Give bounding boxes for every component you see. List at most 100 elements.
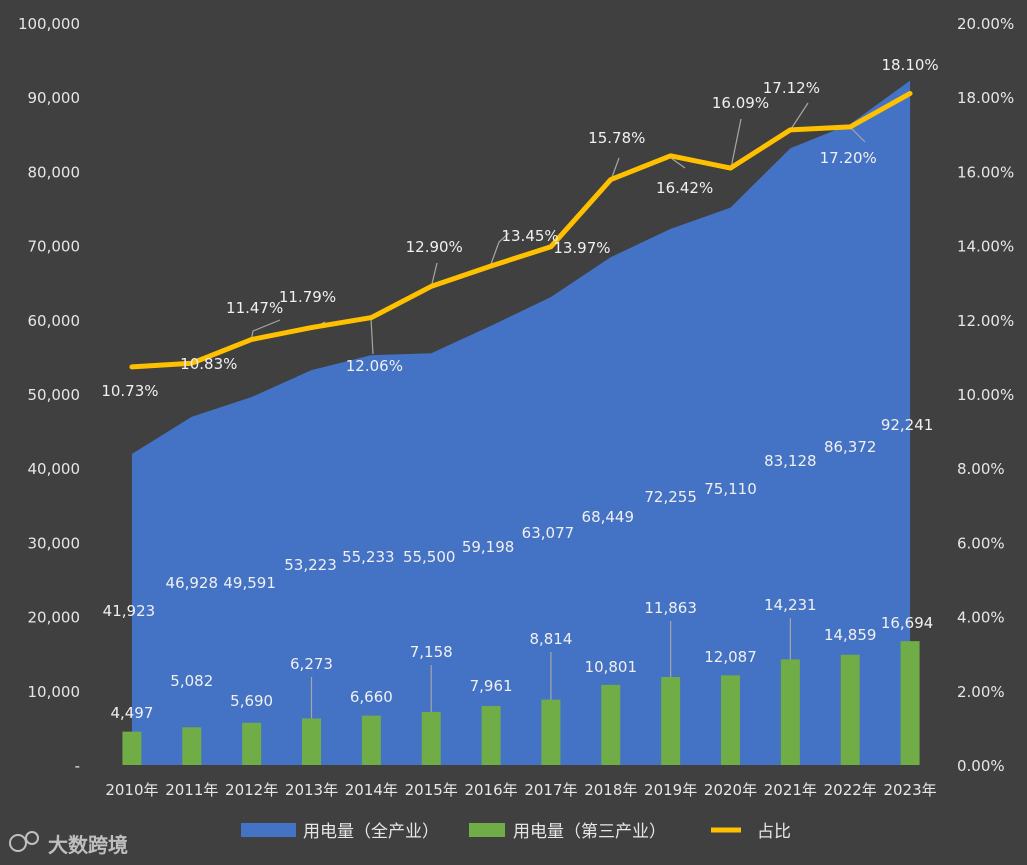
x-tick-label: 2011年 bbox=[165, 781, 218, 799]
y-left-tick-label: - bbox=[75, 757, 80, 775]
area-data-label: 59,198 bbox=[462, 538, 515, 556]
y-left-tick-label: 80,000 bbox=[28, 163, 81, 181]
area-data-label: 86,372 bbox=[824, 438, 877, 456]
x-tick-label: 2016年 bbox=[464, 781, 517, 799]
y-right-tick-label: 4.00% bbox=[957, 609, 1005, 627]
x-tick-label: 2018年 bbox=[584, 781, 637, 799]
line-label-leader-line bbox=[850, 127, 866, 143]
area-data-label: 68,449 bbox=[582, 508, 635, 526]
y-right-tick-label: 6.00% bbox=[957, 534, 1005, 552]
line-label-leader-line bbox=[670, 157, 686, 169]
bar-data-label: 10,801 bbox=[585, 658, 638, 676]
y-right-tick-label: 2.00% bbox=[957, 683, 1005, 701]
x-tick-label: 2021年 bbox=[764, 781, 817, 799]
watermark-text: 大数跨境 bbox=[48, 833, 128, 857]
line-data-label: 16.09% bbox=[712, 94, 769, 112]
x-tick-label: 2017年 bbox=[524, 781, 577, 799]
line-label-leader-line bbox=[790, 102, 809, 130]
line-label-leader-line bbox=[490, 232, 510, 265]
y-left-tick-label: 30,000 bbox=[28, 534, 81, 552]
y-left-tick-label: 40,000 bbox=[28, 460, 81, 478]
bar-series-layer bbox=[122, 641, 920, 765]
x-tick-label: 2014年 bbox=[345, 781, 398, 799]
line-label-leader-line bbox=[730, 118, 742, 169]
bar-data-label: 6,660 bbox=[350, 688, 393, 706]
bar-data-label: 7,961 bbox=[470, 677, 513, 695]
data-labels-layer: 41,923 46,928 49,591 53,223 55,233 55,500 59,1… bbox=[101, 56, 938, 722]
y-right-tick-label: 18.00% bbox=[957, 89, 1014, 107]
y-left-tick-label: 50,000 bbox=[28, 386, 81, 404]
x-tick-label: 2015年 bbox=[405, 781, 458, 799]
y-right-tick-label: 0.00% bbox=[957, 757, 1005, 775]
line-data-label: 17.12% bbox=[763, 79, 820, 97]
bar-data-label: 7,158 bbox=[410, 643, 453, 661]
bar-2 bbox=[242, 722, 262, 765]
watermark-logo: 大数跨境 bbox=[9, 831, 128, 857]
bar-5 bbox=[421, 711, 441, 765]
legend-swatch-area bbox=[241, 823, 296, 837]
x-tick-label: 2013年 bbox=[285, 781, 338, 799]
y-right-tick-label: 12.00% bbox=[957, 312, 1014, 330]
y-right-tick-label: 16.00% bbox=[957, 163, 1014, 181]
line-label-leader-line bbox=[370, 318, 374, 355]
bar-data-label: 16,694 bbox=[881, 614, 934, 632]
line-series-share bbox=[129, 90, 913, 370]
legend-swatch-bar bbox=[469, 823, 505, 837]
line-data-label: 15.78% bbox=[588, 129, 645, 147]
y-right-tick-label: 10.00% bbox=[957, 386, 1014, 404]
legend-label: 占比 bbox=[757, 822, 791, 842]
bar-12 bbox=[840, 654, 860, 765]
area-data-label: 72,255 bbox=[644, 488, 697, 506]
y-left-tick-label: 60,000 bbox=[28, 312, 81, 330]
y-left-tick-label: 70,000 bbox=[28, 238, 81, 256]
y-right-tick-label: 8.00% bbox=[957, 460, 1005, 478]
area-data-label: 46,928 bbox=[166, 574, 219, 592]
line-data-label: 18.10% bbox=[881, 56, 938, 74]
bar-1 bbox=[182, 727, 202, 765]
x-tick-label: 2012年 bbox=[225, 781, 278, 799]
line-data-label: 13.97% bbox=[553, 239, 610, 257]
y-left-tick-label: 90,000 bbox=[28, 89, 81, 107]
bar-10 bbox=[721, 675, 740, 765]
area-series-layer bbox=[131, 80, 911, 765]
line-data-label: 17.20% bbox=[820, 149, 877, 167]
bar-0 bbox=[122, 731, 142, 765]
line-data-label: 11.47% bbox=[226, 299, 283, 317]
legend: 用电量（全产业） 用电量（第三产业） 占比 bbox=[241, 822, 791, 842]
area-data-label: 75,110 bbox=[704, 480, 757, 498]
line-data-label: 12.90% bbox=[406, 238, 463, 256]
x-tick-label: 2010年 bbox=[105, 781, 158, 799]
area-data-label: 92,241 bbox=[881, 416, 934, 434]
bar-data-label: 4,497 bbox=[110, 704, 153, 722]
area-data-label: 41,923 bbox=[103, 602, 156, 620]
bar-data-label: 12,087 bbox=[704, 648, 757, 666]
bar-data-label: 5,690 bbox=[230, 692, 273, 710]
x-tick-label: 2022年 bbox=[824, 781, 877, 799]
line-data-label: 13.45% bbox=[501, 227, 558, 245]
area-data-label: 49,591 bbox=[223, 574, 276, 592]
bar-data-label: 14,859 bbox=[824, 626, 877, 644]
leader-lines-layer bbox=[250, 102, 866, 719]
y-right-tick-label: 14.00% bbox=[957, 238, 1014, 256]
bar-data-label: 6,273 bbox=[290, 655, 333, 673]
line-data-label: 16.42% bbox=[656, 179, 713, 197]
area-series-total bbox=[131, 80, 911, 765]
y-left-tick-label: 20,000 bbox=[28, 609, 81, 627]
line-data-label: 12.06% bbox=[346, 357, 403, 375]
bar-data-label: 11,863 bbox=[644, 599, 697, 617]
bar-data-label: 8,814 bbox=[529, 630, 572, 648]
bar-13 bbox=[900, 641, 920, 765]
area-data-label: 63,077 bbox=[522, 524, 575, 542]
bar-7 bbox=[541, 699, 561, 765]
area-data-label: 83,128 bbox=[764, 452, 817, 470]
bar-11 bbox=[780, 659, 800, 765]
x-tick-label: 2023年 bbox=[883, 781, 936, 799]
y-left-tick-label: 10,000 bbox=[28, 683, 81, 701]
area-data-label: 55,500 bbox=[403, 548, 456, 566]
legend-label: 用电量（第三产业） bbox=[513, 822, 666, 842]
y-left-tick-label: 100,000 bbox=[18, 15, 80, 33]
y-right-tick-label: 20.00% bbox=[957, 15, 1014, 33]
x-tick-label: 2019年 bbox=[644, 781, 697, 799]
legend-label: 用电量（全产业） bbox=[303, 822, 439, 842]
